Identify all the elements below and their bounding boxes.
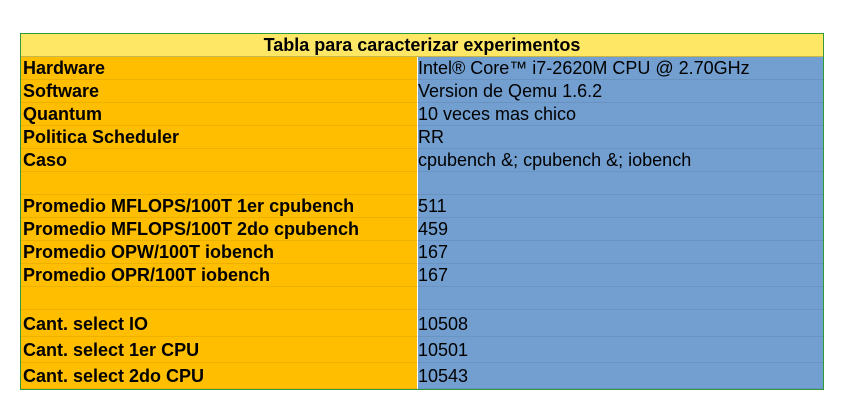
row-value[interactable]: 10501 — [418, 340, 469, 360]
row-value[interactable]: 167 — [418, 242, 449, 262]
row-value[interactable]: 10 veces mas chico — [418, 104, 577, 124]
row-value[interactable]: 511 — [418, 196, 447, 216]
table-row: Quantum 10 veces mas chico — [21, 103, 823, 126]
row-label[interactable]: Cant. select 2do CPU — [23, 366, 205, 386]
row-value[interactable]: 167 — [418, 265, 449, 285]
table-row: Cant. select IO 10508 — [21, 311, 823, 337]
table-row: Software Version de Qemu 1.6.2 — [21, 80, 823, 103]
spreadsheet-table: Tabla para caracterizar experimentos Har… — [20, 33, 824, 390]
table-row: Cant. select 2do CPU 10543 — [21, 363, 823, 389]
row-value[interactable]: cpubench &; cpubench &; iobench — [418, 150, 692, 170]
value-column — [418, 57, 823, 389]
table-row: Hardware Intel® Core™ i7-2620M CPU @ 2.7… — [21, 57, 823, 80]
row-value[interactable]: 10508 — [418, 314, 469, 334]
row-value[interactable]: Version de Qemu 1.6.2 — [418, 81, 603, 101]
table-row: Promedio MFLOPS/100T 2do cpubench 459 — [21, 218, 823, 241]
label-column — [21, 57, 417, 389]
row-label[interactable]: Quantum — [23, 104, 102, 124]
table-row: Promedio MFLOPS/100T 1er cpubench 511 — [21, 195, 823, 218]
row-label[interactable]: Cant. select 1er CPU — [23, 340, 200, 360]
row-label[interactable]: Cant. select IO — [23, 314, 149, 334]
row-value[interactable]: 459 — [418, 219, 449, 239]
row-label[interactable]: Promedio OPW/100T iobench — [23, 242, 275, 262]
table-row: Promedio OPW/100T iobench 167 — [21, 241, 823, 264]
table-row-empty — [21, 287, 823, 310]
table-title[interactable]: Tabla para caracterizar experimentos — [21, 34, 823, 57]
table-row: Caso cpubench &; cpubench &; iobench — [21, 149, 823, 172]
row-value[interactable]: RR — [418, 127, 444, 147]
row-label[interactable]: Hardware — [23, 58, 106, 78]
row-label[interactable]: Software — [23, 81, 100, 101]
table-row: Promedio OPR/100T iobench 167 — [21, 264, 823, 287]
table-row: Cant. select 1er CPU 10501 — [21, 337, 823, 363]
row-label[interactable]: Promedio MFLOPS/100T 2do cpubench — [23, 219, 360, 239]
table-row: Politica Scheduler RR — [21, 126, 823, 149]
row-value[interactable]: Intel® Core™ i7-2620M CPU @ 2.70GHz — [418, 58, 750, 78]
row-label[interactable]: Caso — [23, 150, 68, 170]
table-row-empty — [21, 172, 823, 195]
row-label[interactable]: Promedio OPR/100T iobench — [23, 265, 271, 285]
row-value[interactable]: 10543 — [418, 366, 469, 386]
row-label[interactable]: Promedio MFLOPS/100T 1er cpubench — [23, 196, 355, 216]
row-label[interactable]: Politica Scheduler — [23, 127, 180, 147]
